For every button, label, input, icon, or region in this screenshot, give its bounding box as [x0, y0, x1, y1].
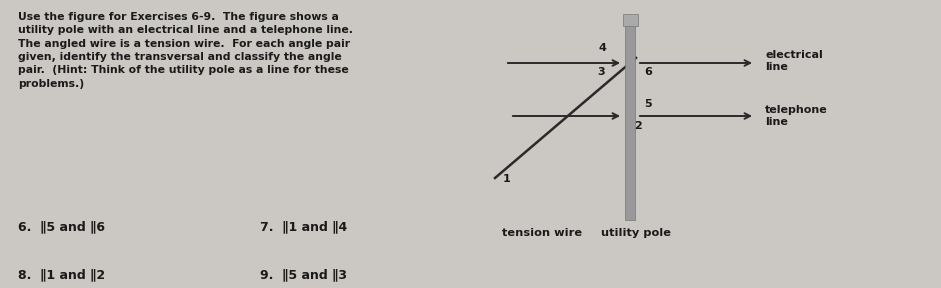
Text: utility pole: utility pole: [601, 228, 671, 238]
Text: 9.  ∥5 and ∥3: 9. ∥5 and ∥3: [260, 268, 347, 281]
Text: 1: 1: [503, 174, 511, 184]
Text: electrical
line: electrical line: [765, 50, 822, 72]
Bar: [625, 16, 635, 220]
Text: 6.  ∥5 and ∥6: 6. ∥5 and ∥6: [18, 220, 105, 233]
Text: 6: 6: [644, 67, 652, 77]
Text: telephone
line: telephone line: [765, 105, 828, 127]
Text: 4: 4: [598, 43, 606, 53]
Text: Use the figure for Exercises 6-9.  The figure shows a
utility pole with an elect: Use the figure for Exercises 6-9. The fi…: [18, 12, 353, 89]
Text: 3: 3: [598, 67, 605, 77]
Text: 8.  ∥1 and ∥2: 8. ∥1 and ∥2: [18, 268, 105, 281]
Text: 7.  ∥1 and ∥4: 7. ∥1 and ∥4: [260, 220, 347, 233]
Text: 5: 5: [644, 99, 651, 109]
Bar: [623, 14, 637, 26]
Text: 2: 2: [634, 121, 642, 131]
Text: tension wire: tension wire: [502, 228, 582, 238]
